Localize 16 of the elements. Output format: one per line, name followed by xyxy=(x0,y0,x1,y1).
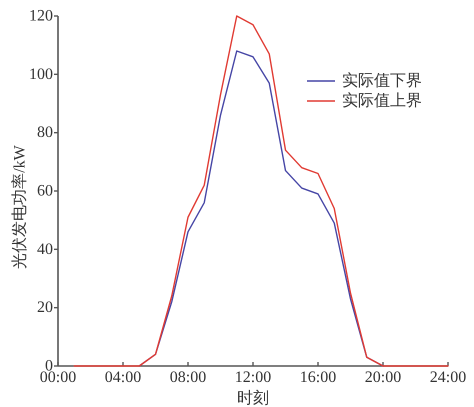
x-tick-label: 08:00 xyxy=(170,369,206,386)
y-tick-label: 100 xyxy=(29,66,53,83)
y-tick-label: 120 xyxy=(29,8,53,24)
y-axis-title: 光伏发电功率/kW xyxy=(10,144,28,269)
x-tick-label: 04:00 xyxy=(104,369,142,386)
x-tick-label: 12:00 xyxy=(234,369,272,386)
y-tick-label: 80 xyxy=(37,124,53,142)
legend-label: 实际值上界 xyxy=(342,92,422,110)
x-tick-label: 16:00 xyxy=(300,369,336,386)
x-tick-label: 20:00 xyxy=(364,369,402,386)
legend-label: 实际值下界 xyxy=(342,72,422,90)
y-tick-label: 60 xyxy=(37,182,53,200)
x-tick-label: 24:00 xyxy=(430,369,466,386)
x-axis-title: 时刻 xyxy=(237,389,269,407)
y-tick-label: 40 xyxy=(37,240,53,258)
y-tick-label: 20 xyxy=(37,299,53,316)
